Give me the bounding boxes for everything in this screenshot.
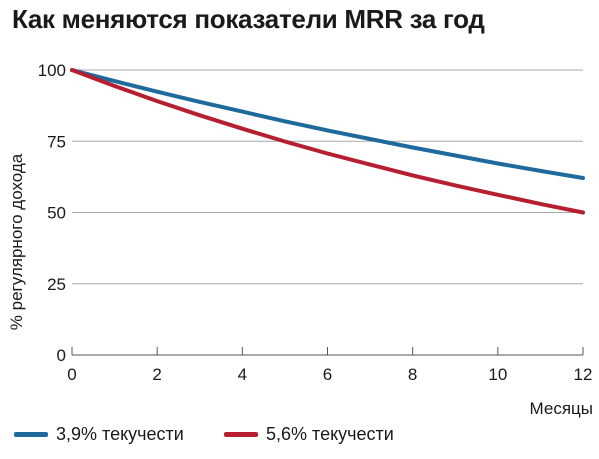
legend-item-series-1: 3,9% текучести <box>14 424 184 445</box>
y-tick-label-25: 25 <box>47 275 66 294</box>
tick-labels: 0 25 50 75 100 0 2 4 6 8 10 12 <box>38 61 593 384</box>
x-tick-label-6: 6 <box>323 365 332 384</box>
x-tick-label-2: 2 <box>152 365 161 384</box>
x-tick-label-0: 0 <box>67 365 76 384</box>
x-axis-label: Месяцы <box>530 399 593 418</box>
series-line-1 <box>70 68 585 180</box>
y-tick-label-100: 100 <box>38 61 66 80</box>
y-tick-label-75: 75 <box>47 132 66 151</box>
grid-lines <box>72 69 583 285</box>
legend-label-series-1: 3,9% текучести <box>56 424 184 444</box>
legend-label-series-2: 5,6% текучести <box>266 424 394 444</box>
x-tick-label-4: 4 <box>238 365 247 384</box>
y-tick-label-50: 50 <box>47 204 66 223</box>
axes <box>71 347 584 356</box>
series-line-2 <box>70 68 585 215</box>
legend-item-series-2: 5,6% текучести <box>224 424 394 445</box>
x-tick-label-10: 10 <box>488 365 507 384</box>
y-tick-label-0: 0 <box>57 346 66 365</box>
series-lines <box>70 68 585 215</box>
y-axis-label: % регулярного дохода <box>7 153 26 330</box>
legend-swatch-series-2 <box>224 432 258 437</box>
x-tick-label-8: 8 <box>408 365 417 384</box>
legend-swatch-series-1 <box>14 432 48 437</box>
chart-title: Как меняются показатели MRR за год <box>12 4 485 34</box>
x-tick-label-12: 12 <box>574 365 593 384</box>
